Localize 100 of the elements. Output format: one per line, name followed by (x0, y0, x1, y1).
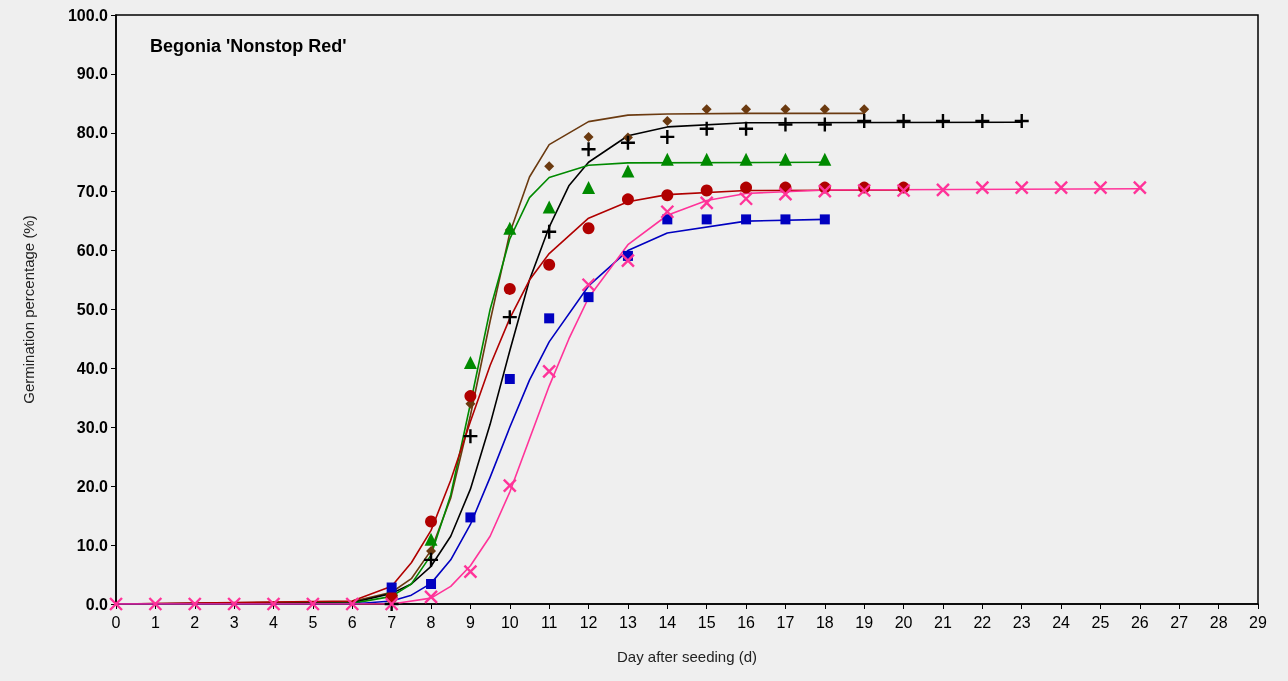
x-tick-label: 29 (1249, 613, 1267, 631)
point (226, 596, 242, 612)
x-tick-label: 3 (229, 613, 239, 631)
x-tick-label: 28 (1209, 613, 1228, 631)
point (582, 181, 596, 195)
x-tick-label: 14 (658, 613, 677, 631)
point (620, 253, 636, 268)
point (426, 545, 437, 556)
x-tick-label: 25 (1091, 613, 1110, 631)
point (581, 277, 596, 292)
y-tick-label: 10.0 (76, 536, 109, 554)
point (819, 104, 830, 115)
point (661, 189, 674, 202)
x-tick-label: 19 (855, 613, 874, 631)
point (502, 478, 517, 493)
point (422, 551, 440, 569)
point (544, 313, 555, 324)
x-tick-label: 6 (347, 613, 357, 631)
x-tick-label: 1 (150, 613, 160, 631)
point (1013, 112, 1030, 130)
x-tick-label: 16 (737, 613, 756, 631)
point (935, 182, 951, 198)
point (778, 152, 792, 166)
point (740, 181, 753, 194)
x-tick-label: 12 (579, 613, 598, 631)
point (544, 161, 555, 172)
point (934, 112, 952, 130)
y-tick-label: 40.0 (76, 359, 109, 377)
x-tick-label: 15 (697, 613, 716, 631)
point (1053, 180, 1069, 195)
text: Begonia 'Nonstop Red' (150, 36, 347, 56)
point (975, 180, 990, 195)
x-tick-label: 21 (934, 613, 952, 631)
point (424, 532, 438, 546)
x-tick-label: 20 (894, 613, 913, 631)
point (541, 364, 557, 379)
point (504, 374, 515, 384)
y-tick-label: 90.0 (76, 65, 109, 83)
point (148, 596, 163, 612)
y-tick-label: 80.0 (76, 124, 109, 142)
y-tick-label: 70.0 (76, 183, 109, 201)
point (503, 221, 517, 235)
x-tick-label: 22 (973, 613, 992, 631)
y-tick-label: 60.0 (76, 242, 109, 260)
point (701, 214, 712, 225)
x-tick-label: 4 (269, 613, 279, 631)
point (583, 292, 594, 303)
point (819, 214, 830, 225)
point (503, 282, 516, 295)
point (660, 152, 674, 166)
point (659, 128, 676, 146)
point (501, 308, 518, 326)
x-tick-label: 0 (111, 613, 121, 631)
point (463, 564, 478, 579)
point (108, 596, 124, 612)
point (187, 596, 202, 612)
x-tick-label: 17 (776, 613, 795, 631)
point (462, 427, 479, 445)
y-tick-label: 50.0 (76, 301, 109, 318)
point (818, 152, 832, 166)
x-tick-label: 26 (1130, 613, 1149, 631)
point (739, 152, 753, 166)
y-tick-label: 30.0 (76, 418, 109, 436)
point (816, 116, 834, 133)
x-tick-label: 5 (308, 613, 318, 631)
x-tick-label: 13 (619, 613, 637, 631)
point (266, 596, 281, 612)
point (737, 120, 755, 137)
point (305, 596, 321, 612)
point (580, 141, 597, 158)
point (700, 152, 714, 166)
point (741, 104, 752, 115)
point (780, 214, 791, 225)
point (777, 116, 794, 133)
x-tick-label: 23 (1012, 613, 1031, 631)
x-tick-label: 7 (387, 613, 397, 631)
point (582, 222, 595, 235)
point (345, 596, 360, 612)
point (465, 512, 476, 523)
point (856, 112, 873, 130)
x-tick-label: 24 (1052, 613, 1071, 631)
point (741, 214, 752, 225)
x-tick-label: 27 (1170, 613, 1189, 631)
point (1132, 180, 1148, 195)
point (859, 104, 870, 115)
x-tick-label: 11 (540, 613, 558, 631)
x-tick-label: 2 (190, 613, 200, 631)
point (619, 134, 637, 152)
point (699, 195, 714, 211)
point (974, 112, 991, 130)
point (621, 193, 634, 206)
point (895, 112, 912, 130)
point (621, 164, 635, 178)
y-tick-label: 0.0 (85, 595, 109, 613)
point (423, 589, 439, 605)
point (542, 200, 556, 214)
point (857, 183, 872, 198)
point (543, 258, 556, 271)
x-tick-label: 18 (815, 613, 834, 631)
x-axis-title: Day after seeding (d) (616, 648, 758, 665)
